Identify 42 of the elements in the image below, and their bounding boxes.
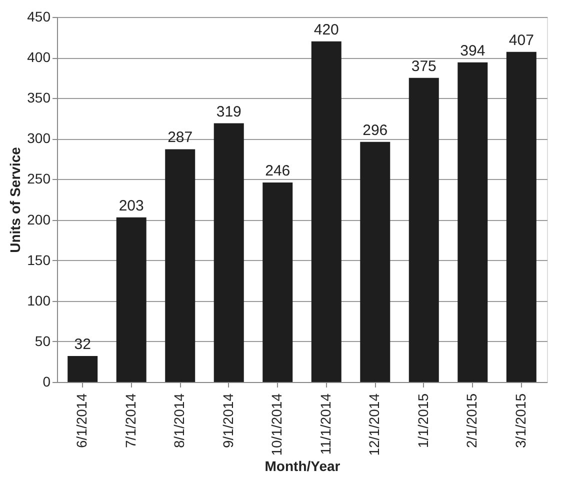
data-label: 32: [74, 336, 91, 354]
bar: [262, 182, 293, 382]
data-label: 407: [508, 32, 534, 49]
bar: [68, 356, 98, 382]
x-tick-label: 6/1/2014: [74, 393, 90, 448]
data-label: 420: [314, 21, 339, 38]
data-label: 296: [362, 122, 388, 139]
data-label: 319: [216, 103, 242, 120]
bar: [116, 217, 146, 382]
x-axis-title: Month/Year: [264, 458, 341, 474]
x-tick-label: 8/1/2014: [171, 393, 188, 448]
y-tick-label: 100: [27, 292, 51, 308]
data-label: 203: [118, 197, 144, 214]
bar: [458, 62, 488, 382]
bar: [360, 142, 390, 382]
y-tick-label: 150: [27, 252, 51, 268]
y-tick-label: 0: [42, 374, 51, 390]
bar: [506, 52, 536, 382]
data-label: 287: [168, 129, 193, 146]
x-tick-label: 10/1/2014: [268, 393, 285, 456]
x-tick-label: 9/1/2014: [220, 393, 236, 448]
x-tick-label: 1/1/2015: [414, 393, 431, 448]
x-tick-label: 7/1/2014: [122, 393, 138, 448]
y-tick-label: 300: [27, 130, 51, 146]
y-tick-label: 400: [27, 49, 51, 66]
bar: [408, 78, 439, 382]
x-tick-label: 2/1/2015: [464, 393, 480, 448]
data-label: 375: [411, 58, 436, 75]
y-tick-label: 50: [34, 332, 51, 349]
y-tick-label: 250: [27, 170, 51, 187]
y-axis-title: Units of Service: [7, 146, 24, 253]
bar: [214, 123, 244, 382]
bar: [311, 41, 342, 382]
x-tick-label: 11/1/2014: [317, 393, 334, 455]
y-tick-label: 350: [27, 90, 51, 106]
x-tick-label: 3/1/2015: [512, 393, 528, 448]
y-tick-label: 450: [27, 8, 51, 24]
bar: [165, 149, 196, 382]
x-tick-label: 12/1/2014: [366, 393, 382, 456]
data-label: 246: [265, 162, 290, 180]
data-label: 394: [460, 42, 486, 60]
y-tick-label: 200: [27, 211, 51, 228]
